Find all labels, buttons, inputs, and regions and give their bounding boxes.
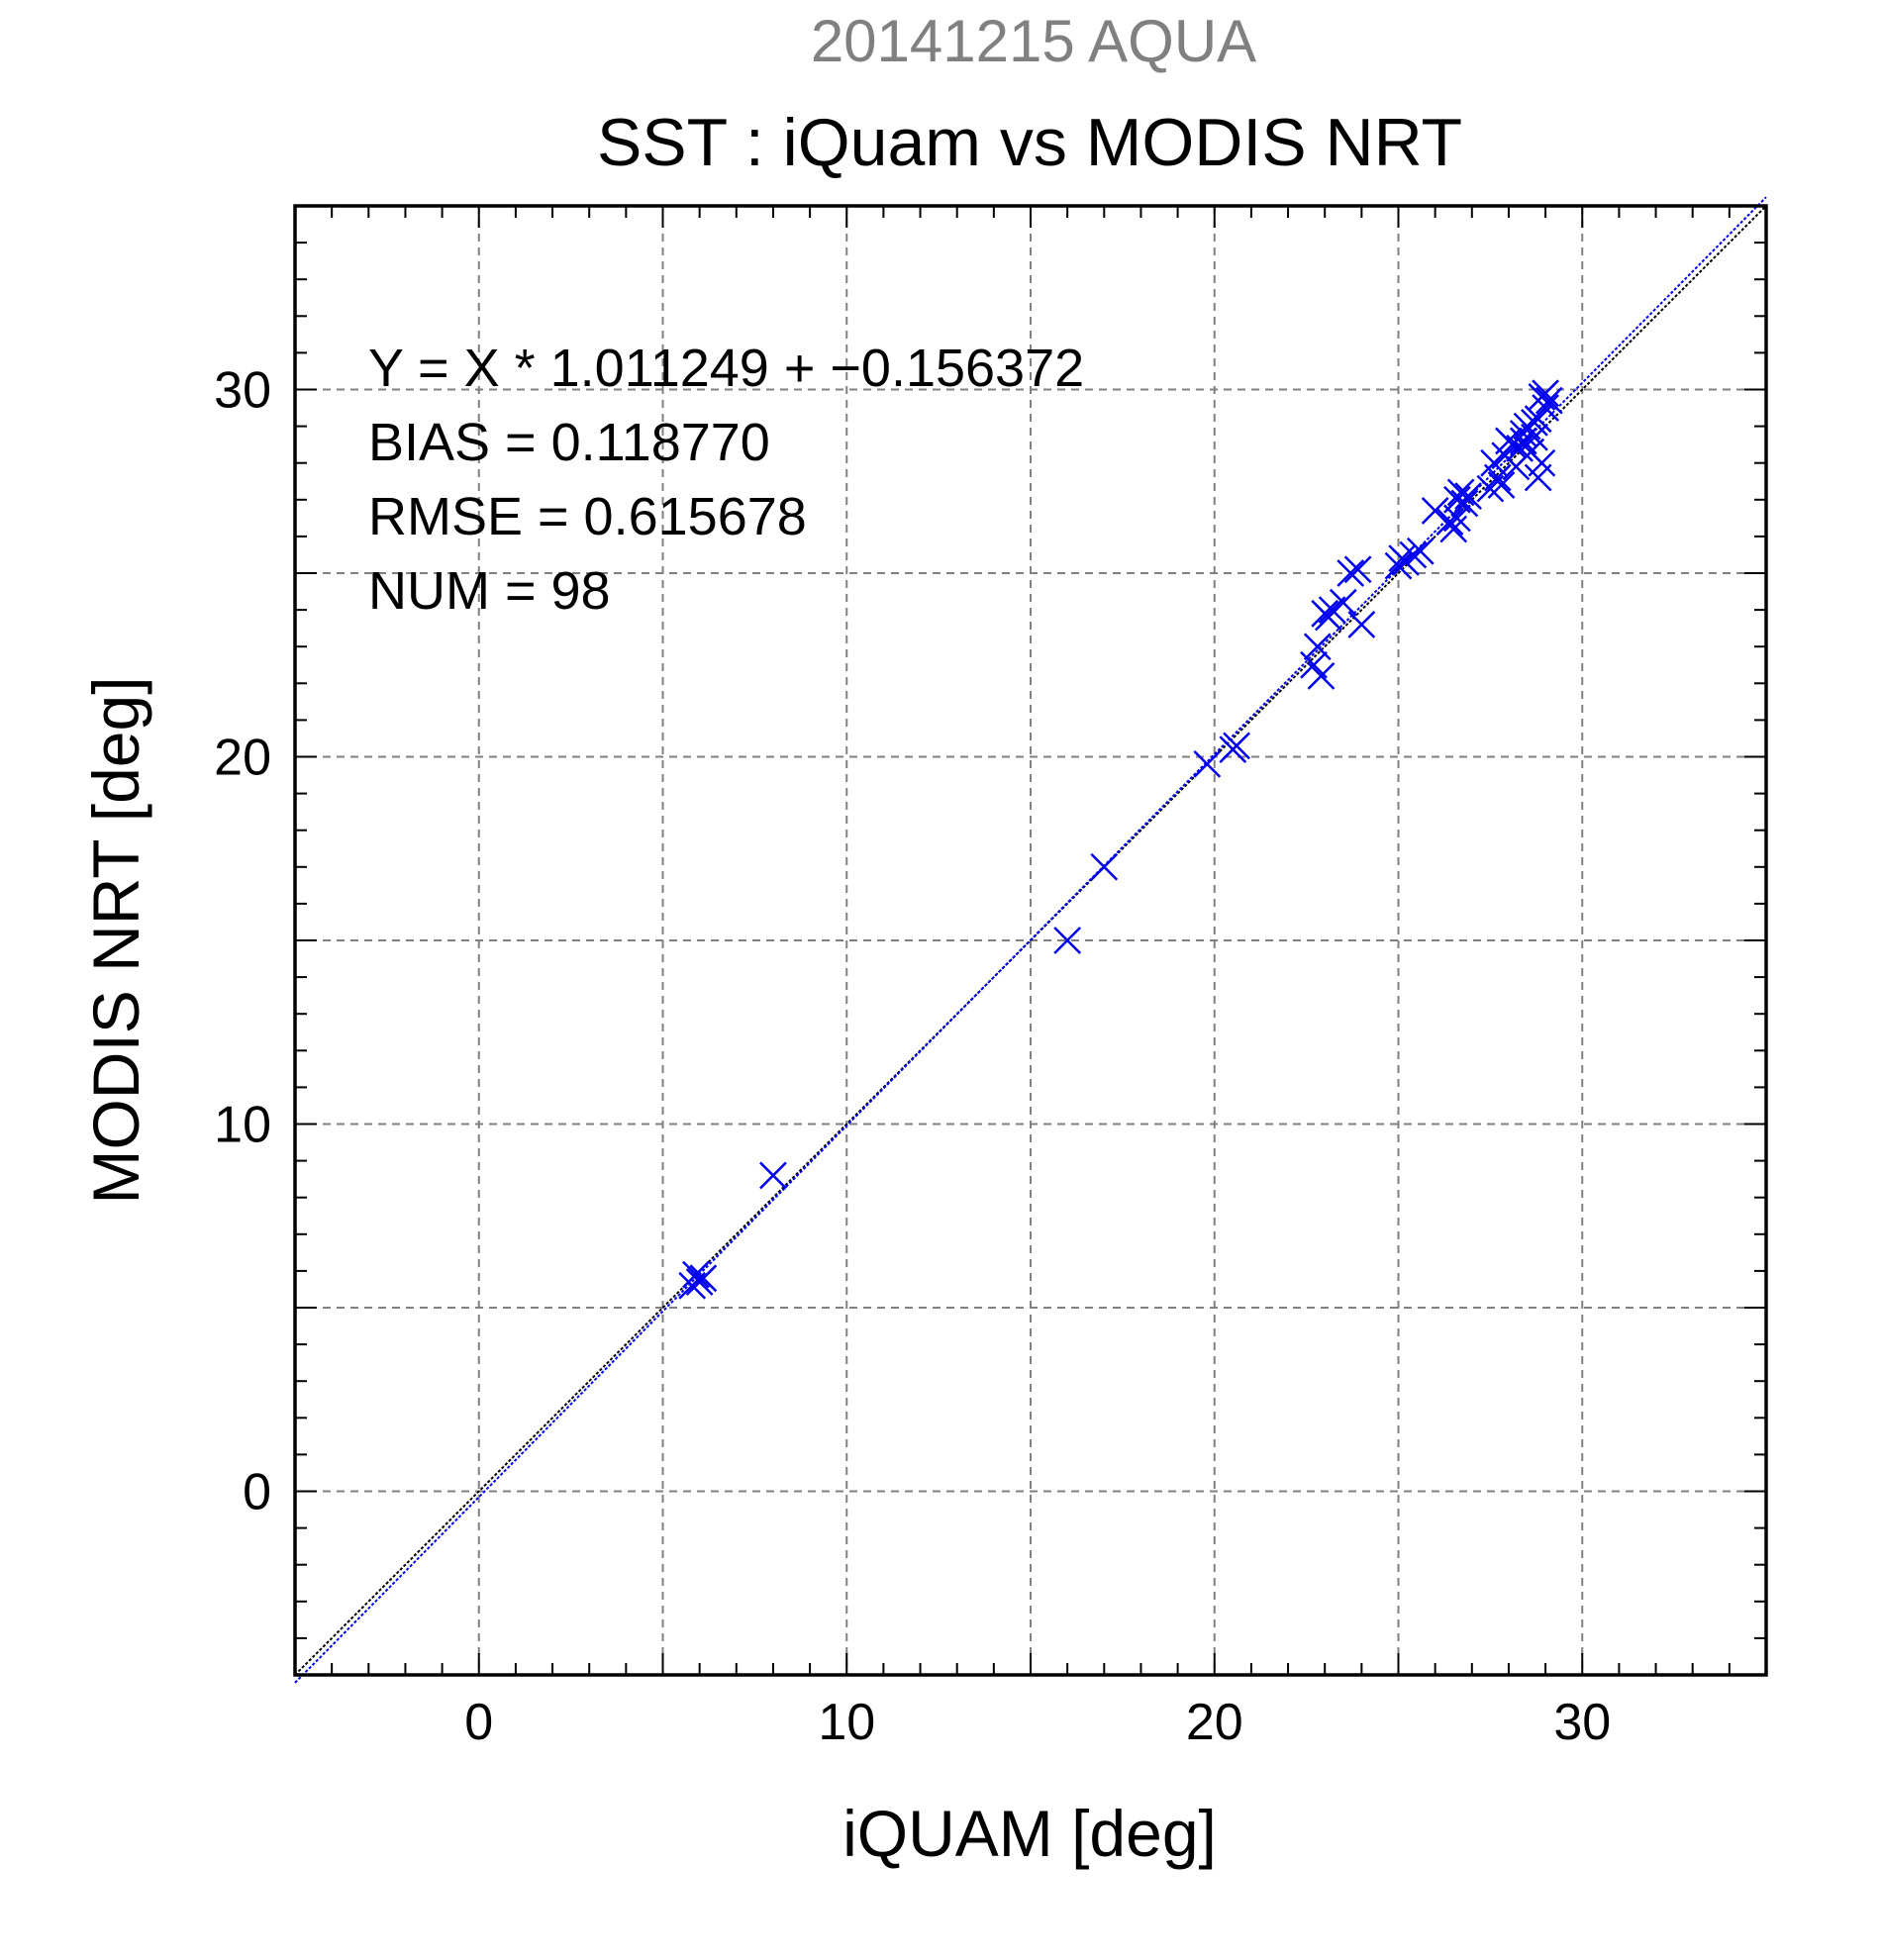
data-point bbox=[1524, 463, 1552, 492]
data-point-stroke bbox=[1454, 482, 1482, 510]
tick-labels: 0 10 20 30 0 10 20 30 bbox=[214, 362, 1611, 1752]
data-point bbox=[1347, 611, 1376, 638]
data-point-stroke bbox=[1439, 515, 1468, 543]
data-point bbox=[1343, 555, 1372, 584]
data-point bbox=[1303, 633, 1332, 661]
data-point bbox=[1223, 732, 1250, 760]
data-point bbox=[1532, 394, 1559, 422]
data-point-stroke bbox=[1053, 927, 1082, 954]
x-tick-label: 30 bbox=[1553, 1694, 1611, 1751]
data-point bbox=[1521, 409, 1548, 437]
data-point bbox=[1443, 504, 1471, 533]
data-point-stroke bbox=[1532, 379, 1559, 408]
data-point-stroke bbox=[1303, 633, 1332, 661]
regression-line bbox=[294, 196, 1767, 1684]
data-point-stroke bbox=[1090, 852, 1119, 881]
data-point bbox=[1509, 427, 1537, 455]
data-point-stroke bbox=[1343, 555, 1372, 584]
data-point-stroke bbox=[1436, 508, 1464, 536]
data-point bbox=[1439, 515, 1468, 543]
y-tick-label: 0 bbox=[243, 1464, 271, 1521]
data-point-stroke bbox=[1421, 497, 1449, 525]
x-tick-label: 10 bbox=[818, 1694, 875, 1751]
chart-date-title: 20141215 AQUA bbox=[811, 8, 1256, 74]
stats-box: Y = X * 1.011249 + −0.156372 BIAS = 0.11… bbox=[368, 339, 1084, 621]
data-point bbox=[1193, 750, 1222, 778]
data-point bbox=[1534, 386, 1563, 415]
data-point-stroke bbox=[689, 1264, 718, 1293]
x-tick-label: 20 bbox=[1186, 1694, 1243, 1751]
data-point-stroke bbox=[1521, 409, 1548, 437]
stats-equation: Y = X * 1.011249 + −0.156372 bbox=[368, 339, 1084, 398]
data-point bbox=[682, 1260, 710, 1289]
data-point-stroke bbox=[1329, 588, 1357, 617]
data-points bbox=[678, 379, 1563, 1300]
y-tick-label: 30 bbox=[214, 362, 271, 420]
data-point-stroke bbox=[1406, 537, 1435, 565]
data-point-stroke bbox=[1307, 661, 1336, 690]
data-point bbox=[1090, 852, 1119, 881]
data-point bbox=[689, 1264, 718, 1293]
data-point bbox=[1329, 588, 1357, 617]
data-point bbox=[759, 1161, 787, 1190]
x-tick-label: 0 bbox=[464, 1694, 493, 1751]
data-point-stroke bbox=[1300, 650, 1328, 679]
data-point-stroke bbox=[1532, 394, 1559, 422]
y-axis-label: MODIS NRT [deg] bbox=[79, 676, 152, 1204]
stats-num: NUM = 98 bbox=[368, 561, 611, 621]
data-point bbox=[1384, 551, 1413, 580]
stats-rmse: RMSE = 0.615678 bbox=[368, 487, 807, 546]
data-point-stroke bbox=[682, 1260, 710, 1289]
data-point-stroke bbox=[1509, 427, 1537, 455]
data-point bbox=[1521, 423, 1548, 451]
data-point bbox=[1446, 478, 1475, 507]
data-point-stroke bbox=[1487, 471, 1516, 499]
data-point-stroke bbox=[1399, 540, 1428, 569]
x-axis-label: iQUAM [deg] bbox=[842, 1797, 1217, 1870]
data-point-stroke bbox=[1521, 423, 1548, 451]
y-tick-label: 10 bbox=[214, 1097, 271, 1154]
data-point-stroke bbox=[1347, 611, 1376, 638]
data-point-stroke bbox=[1483, 463, 1512, 492]
data-point-stroke bbox=[1446, 478, 1475, 507]
data-point-stroke bbox=[759, 1161, 787, 1190]
data-point-stroke bbox=[1450, 489, 1479, 518]
plot-frame bbox=[293, 204, 1768, 1677]
stats-bias: BIAS = 0.118770 bbox=[368, 413, 770, 472]
data-point-stroke bbox=[1336, 559, 1365, 587]
data-point bbox=[1454, 482, 1482, 510]
data-point bbox=[1532, 379, 1559, 408]
data-point bbox=[1483, 463, 1512, 492]
y-tick-label: 20 bbox=[214, 730, 271, 787]
data-point bbox=[1436, 508, 1464, 536]
data-point bbox=[1450, 489, 1479, 518]
data-point-stroke bbox=[1524, 463, 1552, 492]
data-point bbox=[1406, 537, 1435, 565]
data-point-stroke bbox=[1223, 732, 1250, 760]
chart-title: SST : iQuam vs MODIS NRT bbox=[597, 105, 1462, 180]
data-point-stroke bbox=[1534, 386, 1563, 415]
data-point bbox=[1053, 927, 1082, 954]
data-point bbox=[1487, 471, 1516, 499]
data-point bbox=[1336, 559, 1365, 587]
data-point bbox=[1399, 540, 1428, 569]
data-point bbox=[1307, 661, 1336, 690]
data-point-stroke bbox=[1384, 551, 1413, 580]
data-point-stroke bbox=[1193, 750, 1222, 778]
minor-ticks bbox=[295, 206, 1766, 1675]
data-point-stroke bbox=[1443, 504, 1471, 533]
